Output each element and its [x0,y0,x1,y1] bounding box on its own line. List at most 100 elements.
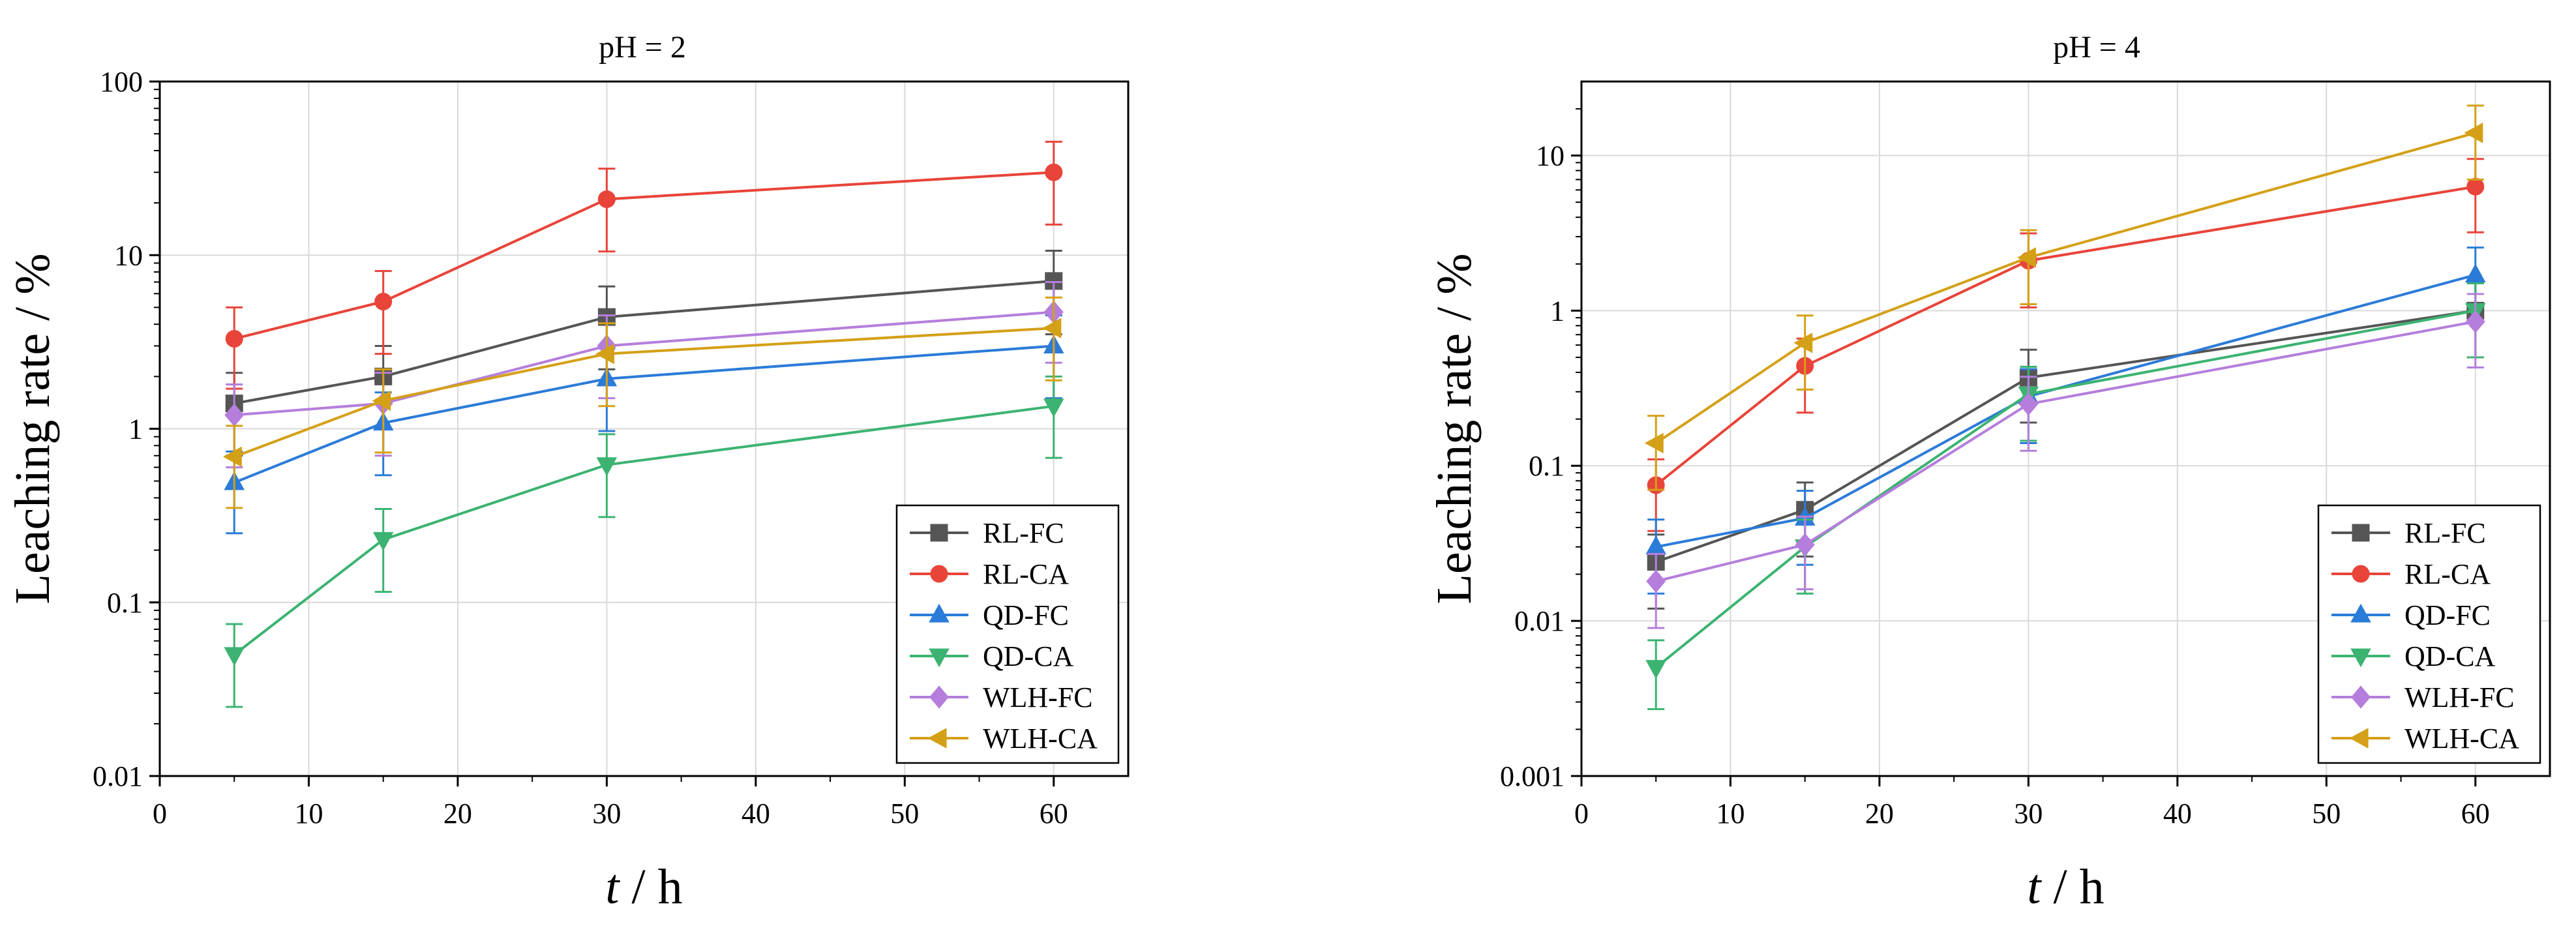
data-point-wlh-fc [2465,310,2485,333]
legend-marker [929,648,950,668]
legend-marker [929,685,949,709]
data-point-wlh-ca [2017,247,2036,268]
data-point-wlh-ca [372,390,391,411]
y-tick-label: 10 [114,239,143,271]
series-line-rl-ca [233,171,1054,340]
legend-label: QD-FC [983,599,1069,631]
legend-item-rl-fc: RL-FC [2331,517,2486,549]
y-tick-label: 100 [100,66,143,98]
legend-label: RL-CA [2404,558,2491,590]
legend-marker [2350,603,2371,623]
chart-2-series-rl-ca [1647,158,2485,532]
series-line-qd-ca [233,404,1055,656]
y-tick-label: 0.01 [93,760,143,792]
legend-label: WLH-FC [983,681,1093,713]
legend-box [895,504,1120,764]
chart-2-title: pH = 4 [2053,30,2140,65]
series-line-rl-ca [1655,185,2476,486]
legend-item-rl-ca: RL-CA [910,558,1069,590]
x-tick-label: 0 [153,798,167,829]
legend-item-wlh-ca: WLH-CA [2331,723,2519,754]
x-axis-label-variable: t [2027,859,2042,914]
legend-label: RL-CA [983,558,1069,590]
legend-label: RL-FC [983,517,1064,549]
x-tick-label: 50 [2312,798,2341,829]
data-point-qd-ca [1645,660,1667,680]
data-point-wlh-ca [1042,318,1062,338]
chart-1-title: pH = 2 [599,30,686,65]
legend-marker [2350,648,2371,668]
legend-item-qd-ca: QD-CA [2331,640,2496,672]
x-tick-label: 20 [443,798,472,829]
y-tick-label: 10 [1536,140,1565,172]
chart-2: 0 10 20 30 40 50 60 0.001 0.01 0.1 1 10 pH = 4 t / h L… [1427,30,2551,914]
data-point-qd-ca [372,531,394,551]
data-point-rl-fc [1045,272,1063,290]
legend-marker [930,565,948,583]
x-tick-label: 20 [1865,798,1894,829]
chart-2-series-wlh-fc [1646,293,2485,629]
series-line-qd-ca [1655,309,2476,669]
data-point-rl-ca [1045,163,1063,181]
x-tick-label: 60 [2461,798,2490,829]
chart-1-series-qd-ca [224,375,1064,708]
data-point-qd-ca [596,457,618,477]
series-line-rl-fc [233,279,1054,405]
x-tick-label: 50 [890,798,919,829]
chart-1-x-axis-label: t / h [605,859,682,914]
series-line-wlh-ca [233,327,1054,458]
chart-1-legend: RL-FC RL-CA QD-FC QD-CA WLH-FC WLH-CA [895,504,1120,764]
x-tick-label: 10 [1716,798,1745,829]
legend-marker [2352,524,2370,542]
series-line-qd-fc [1655,273,2476,548]
chart-2-x-axis-label: t / h [2027,859,2104,914]
x-tick-label: 30 [592,798,621,829]
data-point-wlh-fc [2018,392,2039,416]
legend-label: WLH-CA [2404,723,2519,754]
data-point-wlh-ca [1644,432,1664,454]
data-point-qd-ca [1043,398,1064,418]
legend-box [2317,504,2541,764]
data-point-wlh-ca [222,446,242,468]
chart-2-y-ticks: 0.001 0.01 0.1 1 10 [1500,108,1581,792]
x-tick-label: 40 [741,798,770,829]
legend-item-qd-fc: QD-FC [910,599,1069,631]
chart-2-y-axis-label: Leaching rate / % [1427,253,1482,604]
series-line-wlh-fc [1655,320,2476,583]
series-line-qd-fc [233,344,1054,484]
legend-item-wlh-fc: WLH-FC [910,681,1093,713]
legend-item-wlh-fc: WLH-FC [2331,681,2515,713]
y-tick-label: 0.01 [1514,605,1565,637]
legend-item-qd-ca: QD-CA [910,640,1074,672]
x-axis-label-unit: / h [620,859,683,914]
legend-item-wlh-ca: WLH-CA [910,723,1098,754]
data-point-rl-ca [2466,177,2485,196]
legend-label: WLH-FC [2404,681,2515,713]
legend-marker [2349,728,2369,749]
legend-item-rl-fc: RL-FC [910,517,1064,549]
chart-1-x-ticks: 0 10 20 30 40 50 60 [153,776,1068,829]
legend-item-qd-fc: QD-FC [2331,599,2491,631]
chart-1-y-ticks: 0.01 0.1 1 10 100 [93,66,160,792]
x-tick-label: 30 [2014,798,2043,829]
chart-1: 0 10 20 30 40 50 60 0.01 0.1 1 10 100 pH = 2 t / h Lea… [5,30,1130,914]
x-tick-label: 60 [1040,798,1068,829]
chart-1-y-axis-label: Leaching rate / % [5,253,60,604]
chart-1-series-wlh-ca [222,296,1062,509]
chart-2-plot-frame [1580,80,2551,777]
legend-marker [927,728,947,749]
x-tick-label: 40 [2163,798,2192,829]
y-tick-label: 0.001 [1500,760,1565,792]
legend-marker [2351,685,2371,709]
chart-2-series-wlh-ca [1644,104,2484,491]
data-point-wlh-ca [595,343,614,365]
legend-marker [2352,565,2370,583]
y-tick-label: 1 [1550,295,1565,327]
y-tick-label: 1 [128,413,143,445]
x-tick-label: 0 [1574,798,1589,829]
data-point-qd-fc [2464,263,2486,283]
series-line-rl-fc [1655,309,2476,563]
data-point-wlh-fc [1646,569,1666,593]
legend-marker [930,524,948,542]
data-point-wlh-fc [1795,533,1815,556]
